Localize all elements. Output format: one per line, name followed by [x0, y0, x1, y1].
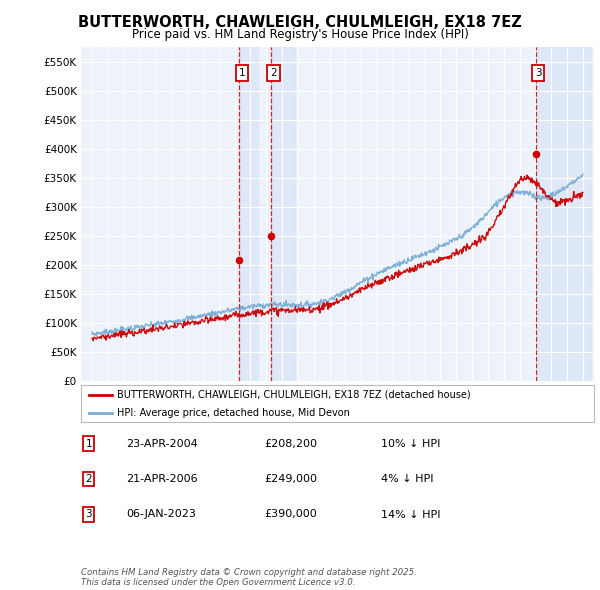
- Text: 2: 2: [270, 68, 277, 78]
- Text: £249,000: £249,000: [264, 474, 317, 484]
- Bar: [536, 47, 591, 381]
- Text: 2: 2: [85, 474, 92, 484]
- Text: 1: 1: [85, 439, 92, 448]
- Text: 10% ↓ HPI: 10% ↓ HPI: [381, 439, 440, 448]
- Bar: [239, 47, 259, 381]
- Bar: [271, 47, 295, 381]
- Text: 3: 3: [85, 510, 92, 519]
- Text: 23-APR-2004: 23-APR-2004: [126, 439, 198, 448]
- Text: Contains HM Land Registry data © Crown copyright and database right 2025.
This d: Contains HM Land Registry data © Crown c…: [81, 568, 417, 587]
- Text: 4% ↓ HPI: 4% ↓ HPI: [381, 474, 433, 484]
- Text: 21-APR-2006: 21-APR-2006: [126, 474, 197, 484]
- Text: 3: 3: [535, 68, 541, 78]
- Text: 06-JAN-2023: 06-JAN-2023: [126, 510, 196, 519]
- Text: 14% ↓ HPI: 14% ↓ HPI: [381, 510, 440, 519]
- Text: Price paid vs. HM Land Registry's House Price Index (HPI): Price paid vs. HM Land Registry's House …: [131, 28, 469, 41]
- Text: BUTTERWORTH, CHAWLEIGH, CHULMLEIGH, EX18 7EZ (detached house): BUTTERWORTH, CHAWLEIGH, CHULMLEIGH, EX18…: [117, 390, 470, 399]
- Text: £390,000: £390,000: [264, 510, 317, 519]
- Text: HPI: Average price, detached house, Mid Devon: HPI: Average price, detached house, Mid …: [117, 408, 350, 418]
- Text: £208,200: £208,200: [264, 439, 317, 448]
- Text: BUTTERWORTH, CHAWLEIGH, CHULMLEIGH, EX18 7EZ: BUTTERWORTH, CHAWLEIGH, CHULMLEIGH, EX18…: [78, 15, 522, 30]
- Text: 1: 1: [239, 68, 245, 78]
